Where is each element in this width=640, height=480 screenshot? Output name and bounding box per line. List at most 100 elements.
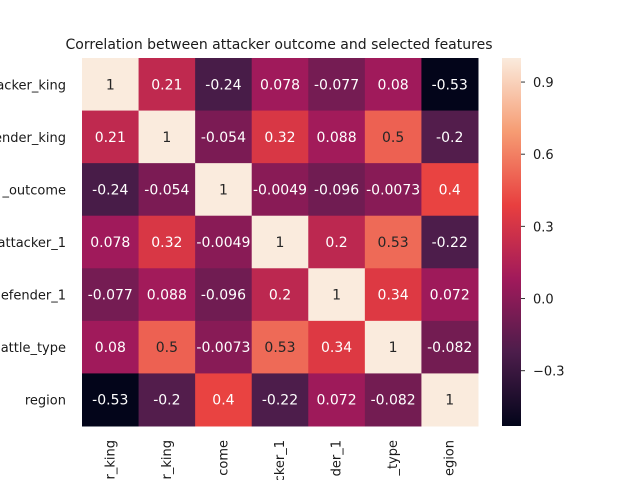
cell-value-label: 0.53 <box>378 235 409 251</box>
heatmap-cell <box>195 268 253 322</box>
colorbar-tick-label: 0.9 <box>533 76 554 91</box>
heatmap-cell <box>138 373 196 427</box>
heatmap-cell <box>138 320 196 374</box>
cell-value-label: -0.0049 <box>253 182 307 198</box>
cell-value-label: 0.2 <box>325 235 347 251</box>
cell-value-label: 0.088 <box>317 130 357 146</box>
column-tick-label: der_1 <box>330 440 345 476</box>
cell-value-label: -0.2 <box>153 393 180 409</box>
heatmap-cell <box>82 373 140 427</box>
column-tick-label: r_king <box>160 440 175 479</box>
colorbar-gradient <box>502 58 521 426</box>
row-tick-label: attle_type <box>1 341 66 356</box>
heatmap-cell <box>308 110 366 164</box>
row-tick-label: _outcome <box>1 183 66 198</box>
cell-value-label: 1 <box>106 77 115 93</box>
column-tick-label: _type <box>386 440 401 477</box>
heatmap-cells: 1 0.21 -0.24 0.078 -0.077 0.08 -0.530.21 1 -0.05… <box>82 58 479 427</box>
cell-value-label: -0.096 <box>314 182 359 198</box>
column-tick-label: come <box>216 440 231 476</box>
heatmap-cell <box>308 163 366 217</box>
row-tick-label: attacker_1 <box>0 236 66 251</box>
heatmap-cell <box>421 163 479 217</box>
heatmap-cell <box>82 163 140 217</box>
heatmap-cell <box>138 268 196 322</box>
heatmap-cell <box>251 215 309 269</box>
cell-value-label: 0.078 <box>260 77 300 93</box>
heatmap-cell <box>308 268 366 322</box>
colorbar: −0.3 0.0 0.3 0.6 0.9 <box>502 58 565 426</box>
heatmap-cell <box>195 163 253 217</box>
colorbar-tick-label: 0.6 <box>533 148 554 163</box>
cell-value-label: -0.0073 <box>366 182 420 198</box>
cell-value-label: -0.22 <box>262 393 298 409</box>
cell-value-label: 0.08 <box>95 340 126 356</box>
row-tick-label: region <box>25 394 66 409</box>
row-tick-label: acker_king <box>0 78 66 93</box>
heatmap-cell <box>138 110 196 164</box>
cell-value-label: 1 <box>389 340 398 356</box>
heatmap-cell <box>421 215 479 269</box>
heatmap-cell <box>195 58 253 112</box>
heatmap-cell <box>138 163 196 217</box>
cell-value-label: 0.072 <box>317 393 357 409</box>
cell-value-label: -0.096 <box>201 288 246 304</box>
row-tick-label: ender_king <box>0 131 66 146</box>
heatmap-cell <box>82 215 140 269</box>
heatmap-cell <box>421 58 479 112</box>
column-tick-label: egion <box>443 440 458 476</box>
cell-value-label: 0.34 <box>378 288 409 304</box>
heatmap-cell <box>421 320 479 374</box>
cell-value-label: 0.53 <box>264 340 295 356</box>
heatmap-cell <box>251 268 309 322</box>
cell-value-label: -0.0073 <box>196 340 250 356</box>
heatmap-cell <box>251 58 309 112</box>
cell-value-label: -0.53 <box>432 77 468 93</box>
heatmap-cell <box>251 163 309 217</box>
cell-value-label: 0.21 <box>151 77 182 93</box>
colorbar-tick-label: −0.3 <box>533 365 565 380</box>
heatmap-cell <box>251 110 309 164</box>
heatmap-cell <box>138 215 196 269</box>
heatmap-cell <box>195 373 253 427</box>
cell-value-label: -0.2 <box>436 130 463 146</box>
cell-value-label: -0.054 <box>201 130 246 146</box>
heatmap-cell <box>308 58 366 112</box>
heatmap-cell <box>138 58 196 112</box>
cell-value-label: 1 <box>162 130 171 146</box>
cell-value-label: 0.072 <box>430 288 470 304</box>
cell-value-label: 0.5 <box>382 130 404 146</box>
heatmap-cell <box>308 373 366 427</box>
heatmap-cell <box>364 215 422 269</box>
cell-value-label: 0.078 <box>90 235 130 251</box>
heatmap-cell <box>195 320 253 374</box>
heatmap-cell <box>364 268 422 322</box>
column-tick-labels: r_king r_king come cker_1 der_1 _type egion <box>103 440 457 480</box>
cell-value-label: -0.077 <box>88 288 133 304</box>
cell-value-label: 0.34 <box>321 340 352 356</box>
cell-value-label: -0.082 <box>427 340 472 356</box>
heatmap-cell <box>251 320 309 374</box>
cell-value-label: 0.2 <box>269 288 291 304</box>
cell-value-label: 0.4 <box>439 182 461 198</box>
heatmap-cell <box>308 320 366 374</box>
cell-value-label: -0.077 <box>314 77 359 93</box>
heatmap-cell <box>308 215 366 269</box>
colorbar-tick-label: 0.3 <box>533 220 554 235</box>
heatmap-cell <box>82 320 140 374</box>
heatmap-cell <box>364 320 422 374</box>
colorbar-tick-label: 0.0 <box>533 293 554 308</box>
heatmap-cell <box>421 373 479 427</box>
heatmap-cell <box>195 110 253 164</box>
heatmap-cell <box>82 110 140 164</box>
heatmap-cell <box>364 58 422 112</box>
cell-value-label: 1 <box>276 235 285 251</box>
cell-value-label: -0.22 <box>432 235 468 251</box>
cell-value-label: -0.082 <box>371 393 416 409</box>
cell-value-label: -0.53 <box>92 393 128 409</box>
cell-value-label: 0.4 <box>212 393 234 409</box>
row-tick-label: efender_1 <box>1 289 66 304</box>
cell-value-label: 0.32 <box>151 235 182 251</box>
cell-value-label: 0.5 <box>156 340 178 356</box>
